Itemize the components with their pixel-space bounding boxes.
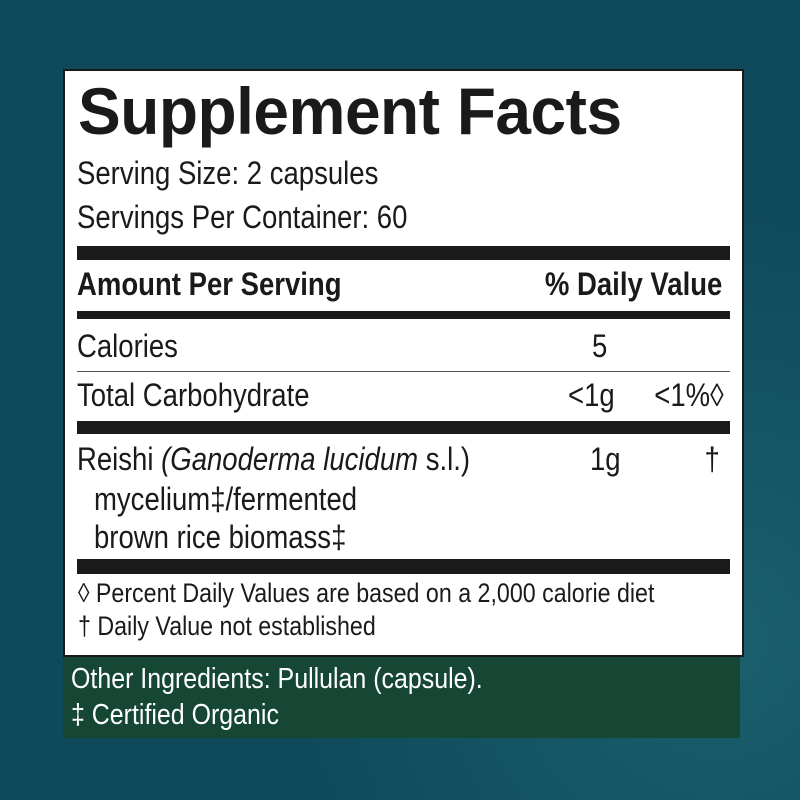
row-calories-amount: 5 <box>592 328 608 364</box>
footnote-not-established: † Daily Value not established <box>78 611 376 641</box>
row-reishi-dv: † <box>704 441 720 477</box>
other-ingredients-band: Other Ingredients: Pullulan (capsule). ‡… <box>63 657 740 738</box>
supplement-facts-panel: Supplement Facts Serving Size: 2 capsule… <box>63 69 744 657</box>
reishi-label: Reishi <box>77 441 154 477</box>
reishi-latin-suffix: s.l.) <box>425 441 471 477</box>
row-carb-dv: <1%◊ <box>654 377 724 413</box>
row-reishi-name: Reishi (Ganoderma lucidum s.l.) <box>77 441 470 478</box>
panel-title: Supplement Facts <box>78 74 622 148</box>
certified-organic-note: ‡ Certified Organic <box>71 699 279 731</box>
row-calories-name: Calories <box>77 328 178 364</box>
row-carb-amount: <1g <box>568 377 615 413</box>
daily-value-header: % Daily Value <box>544 266 722 302</box>
row-carb-name: Total Carbohydrate <box>77 377 310 413</box>
divider-medium <box>77 311 730 319</box>
other-ingredients: Other Ingredients: Pullulan (capsule). <box>71 663 483 695</box>
divider-thick <box>77 421 730 434</box>
divider-thick <box>77 559 730 574</box>
amount-per-serving-header: Amount Per Serving <box>77 266 342 302</box>
servings-per-container: Servings Per Container: 60 <box>77 199 408 235</box>
divider-thick <box>77 246 730 260</box>
row-reishi-line2: mycelium‡/fermented <box>94 481 358 517</box>
reishi-latin: (Ganoderma lucidum <box>161 441 419 477</box>
row-reishi-amount: 1g <box>590 441 621 477</box>
divider-thin <box>77 371 730 372</box>
serving-size: Serving Size: 2 capsules <box>77 155 379 191</box>
footnote-daily-values: ◊ Percent Daily Values are based on a 2,… <box>78 578 655 608</box>
row-reishi-line3: brown rice biomass‡ <box>94 519 347 555</box>
